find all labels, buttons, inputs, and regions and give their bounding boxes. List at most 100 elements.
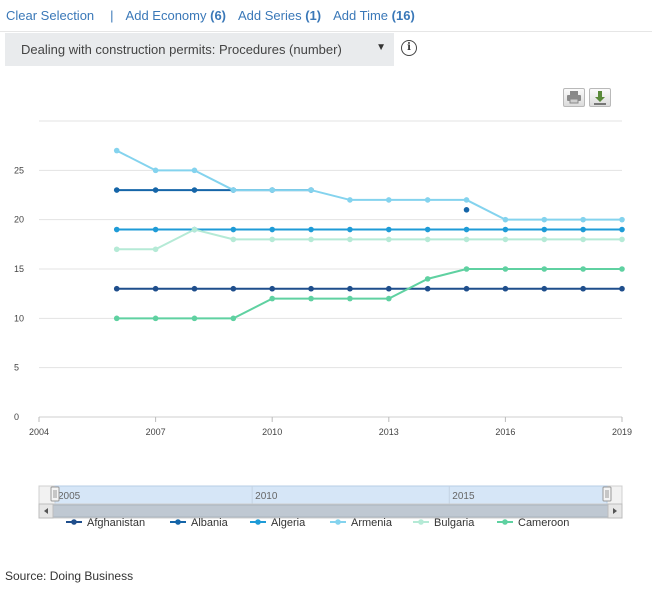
series-line-bulgaria <box>116 228 622 251</box>
data-point-bulgaria[interactable] <box>113 246 120 253</box>
data-point-afghanistan[interactable] <box>386 285 392 292</box>
left-arrow-icon <box>44 508 48 514</box>
add-economy-link[interactable]: Add Economy (6) <box>126 8 226 23</box>
data-point-cameroon[interactable] <box>424 276 431 282</box>
data-point-afghanistan[interactable] <box>308 285 314 292</box>
data-point-cameroon[interactable] <box>619 266 625 272</box>
data-point-bulgaria[interactable] <box>269 236 276 243</box>
data-point-algeria[interactable] <box>152 226 159 233</box>
data-point-afghanistan[interactable] <box>347 285 353 292</box>
data-point-cameroon[interactable] <box>463 266 470 272</box>
data-point-algeria[interactable] <box>541 226 548 233</box>
data-point-algeria[interactable] <box>502 226 509 233</box>
download-button[interactable] <box>589 88 611 107</box>
toolbar-divider <box>0 31 652 32</box>
legend-item-afghanistan[interactable]: Afghanistan <box>87 517 145 529</box>
data-point-cameroon[interactable] <box>269 295 276 302</box>
data-point-algeria[interactable] <box>424 226 431 233</box>
data-point-bulgaria[interactable] <box>308 236 314 243</box>
navigator-scrollbar-thumb[interactable] <box>52 504 609 518</box>
legend-item-algeria[interactable]: Algeria <box>271 517 306 529</box>
data-point-afghanistan[interactable] <box>230 285 237 292</box>
data-point-bulgaria[interactable] <box>463 236 470 243</box>
data-point-cameroon[interactable] <box>308 295 314 302</box>
print-icon-paper <box>570 91 578 95</box>
data-point-afghanistan[interactable] <box>269 285 276 292</box>
data-point-armenia[interactable] <box>308 187 314 193</box>
data-point-albania[interactable] <box>191 187 198 193</box>
data-point-armenia[interactable] <box>113 147 120 154</box>
data-point-algeria[interactable] <box>580 226 586 233</box>
data-point-bulgaria[interactable] <box>386 236 392 243</box>
navigator-selected-range[interactable] <box>54 485 608 505</box>
navigator-left-handle[interactable] <box>50 486 60 502</box>
add-series-label: Add Series <box>238 7 302 23</box>
data-point-armenia[interactable] <box>580 216 586 223</box>
data-point-armenia[interactable] <box>230 187 237 193</box>
data-point-cameroon[interactable] <box>386 295 392 302</box>
data-point-afghanistan[interactable] <box>191 285 198 292</box>
data-point-afghanistan[interactable] <box>152 285 159 292</box>
data-point-algeria[interactable] <box>269 226 276 233</box>
data-point-algeria[interactable] <box>386 226 392 233</box>
data-point-algeria[interactable] <box>308 226 314 233</box>
x-tick-label: 2016 <box>495 427 515 437</box>
data-point-cameroon[interactable] <box>580 266 586 272</box>
data-point-armenia[interactable] <box>502 216 509 223</box>
add-time-link[interactable]: Add Time (16) <box>333 8 415 23</box>
data-point-cameroon[interactable] <box>541 266 548 272</box>
print-button[interactable] <box>563 88 585 107</box>
data-point-afghanistan[interactable] <box>113 285 120 292</box>
legend-swatch-marker <box>335 519 341 525</box>
data-point-armenia[interactable] <box>424 197 431 203</box>
data-point-armenia[interactable] <box>541 216 548 223</box>
data-point-bulgaria[interactable] <box>424 236 431 243</box>
data-point-cameroon[interactable] <box>502 266 509 272</box>
legend-item-armenia[interactable]: Armenia <box>351 517 393 529</box>
data-point-bulgaria[interactable] <box>502 236 509 243</box>
data-point-afghanistan[interactable] <box>424 285 431 292</box>
data-point-albania[interactable] <box>152 187 159 193</box>
data-point-bulgaria[interactable] <box>541 236 548 243</box>
data-point-bulgaria[interactable] <box>230 236 237 243</box>
data-point-cameroon[interactable] <box>191 315 198 322</box>
data-point-afghanistan[interactable] <box>463 285 470 292</box>
data-point-bulgaria[interactable] <box>191 226 198 233</box>
data-point-cameroon[interactable] <box>230 315 237 322</box>
data-point-albania[interactable] <box>113 187 120 193</box>
data-point-bulgaria[interactable] <box>619 236 625 243</box>
data-point-algeria[interactable] <box>347 226 353 233</box>
data-point-armenia[interactable] <box>386 197 392 203</box>
data-point-cameroon[interactable] <box>113 315 120 322</box>
data-point-algeria[interactable] <box>463 226 470 233</box>
legend-item-albania[interactable]: Albania <box>191 517 229 529</box>
data-point-armenia[interactable] <box>619 216 625 223</box>
info-icon[interactable]: i <box>401 40 417 56</box>
data-point-cameroon[interactable] <box>347 295 353 302</box>
data-point-albania[interactable] <box>463 207 470 213</box>
data-point-armenia[interactable] <box>191 167 198 174</box>
data-point-afghanistan[interactable] <box>502 285 509 292</box>
data-point-bulgaria[interactable] <box>152 246 159 253</box>
navigator-label: 2015 <box>452 491 475 502</box>
data-point-algeria[interactable] <box>230 226 237 233</box>
data-point-armenia[interactable] <box>463 197 470 203</box>
navigator-right-handle[interactable] <box>602 486 612 502</box>
data-point-algeria[interactable] <box>113 226 120 233</box>
legend-item-bulgaria[interactable]: Bulgaria <box>434 517 475 529</box>
data-point-bulgaria[interactable] <box>580 236 586 243</box>
legend-item-cameroon[interactable]: Cameroon <box>518 517 569 529</box>
x-tick-label: 2010 <box>262 427 282 437</box>
indicator-select[interactable]: Dealing with construction permits: Proce… <box>5 33 394 66</box>
clear-selection-link[interactable]: Clear Selection <box>6 7 95 23</box>
data-point-armenia[interactable] <box>269 187 276 193</box>
data-point-bulgaria[interactable] <box>347 236 353 243</box>
data-point-afghanistan[interactable] <box>619 285 625 292</box>
data-point-armenia[interactable] <box>347 197 353 203</box>
data-point-afghanistan[interactable] <box>541 285 548 292</box>
data-point-armenia[interactable] <box>152 167 159 174</box>
add-series-link[interactable]: Add Series (1) <box>238 8 321 23</box>
data-point-cameroon[interactable] <box>152 315 159 322</box>
data-point-algeria[interactable] <box>619 226 625 233</box>
data-point-afghanistan[interactable] <box>580 285 586 292</box>
